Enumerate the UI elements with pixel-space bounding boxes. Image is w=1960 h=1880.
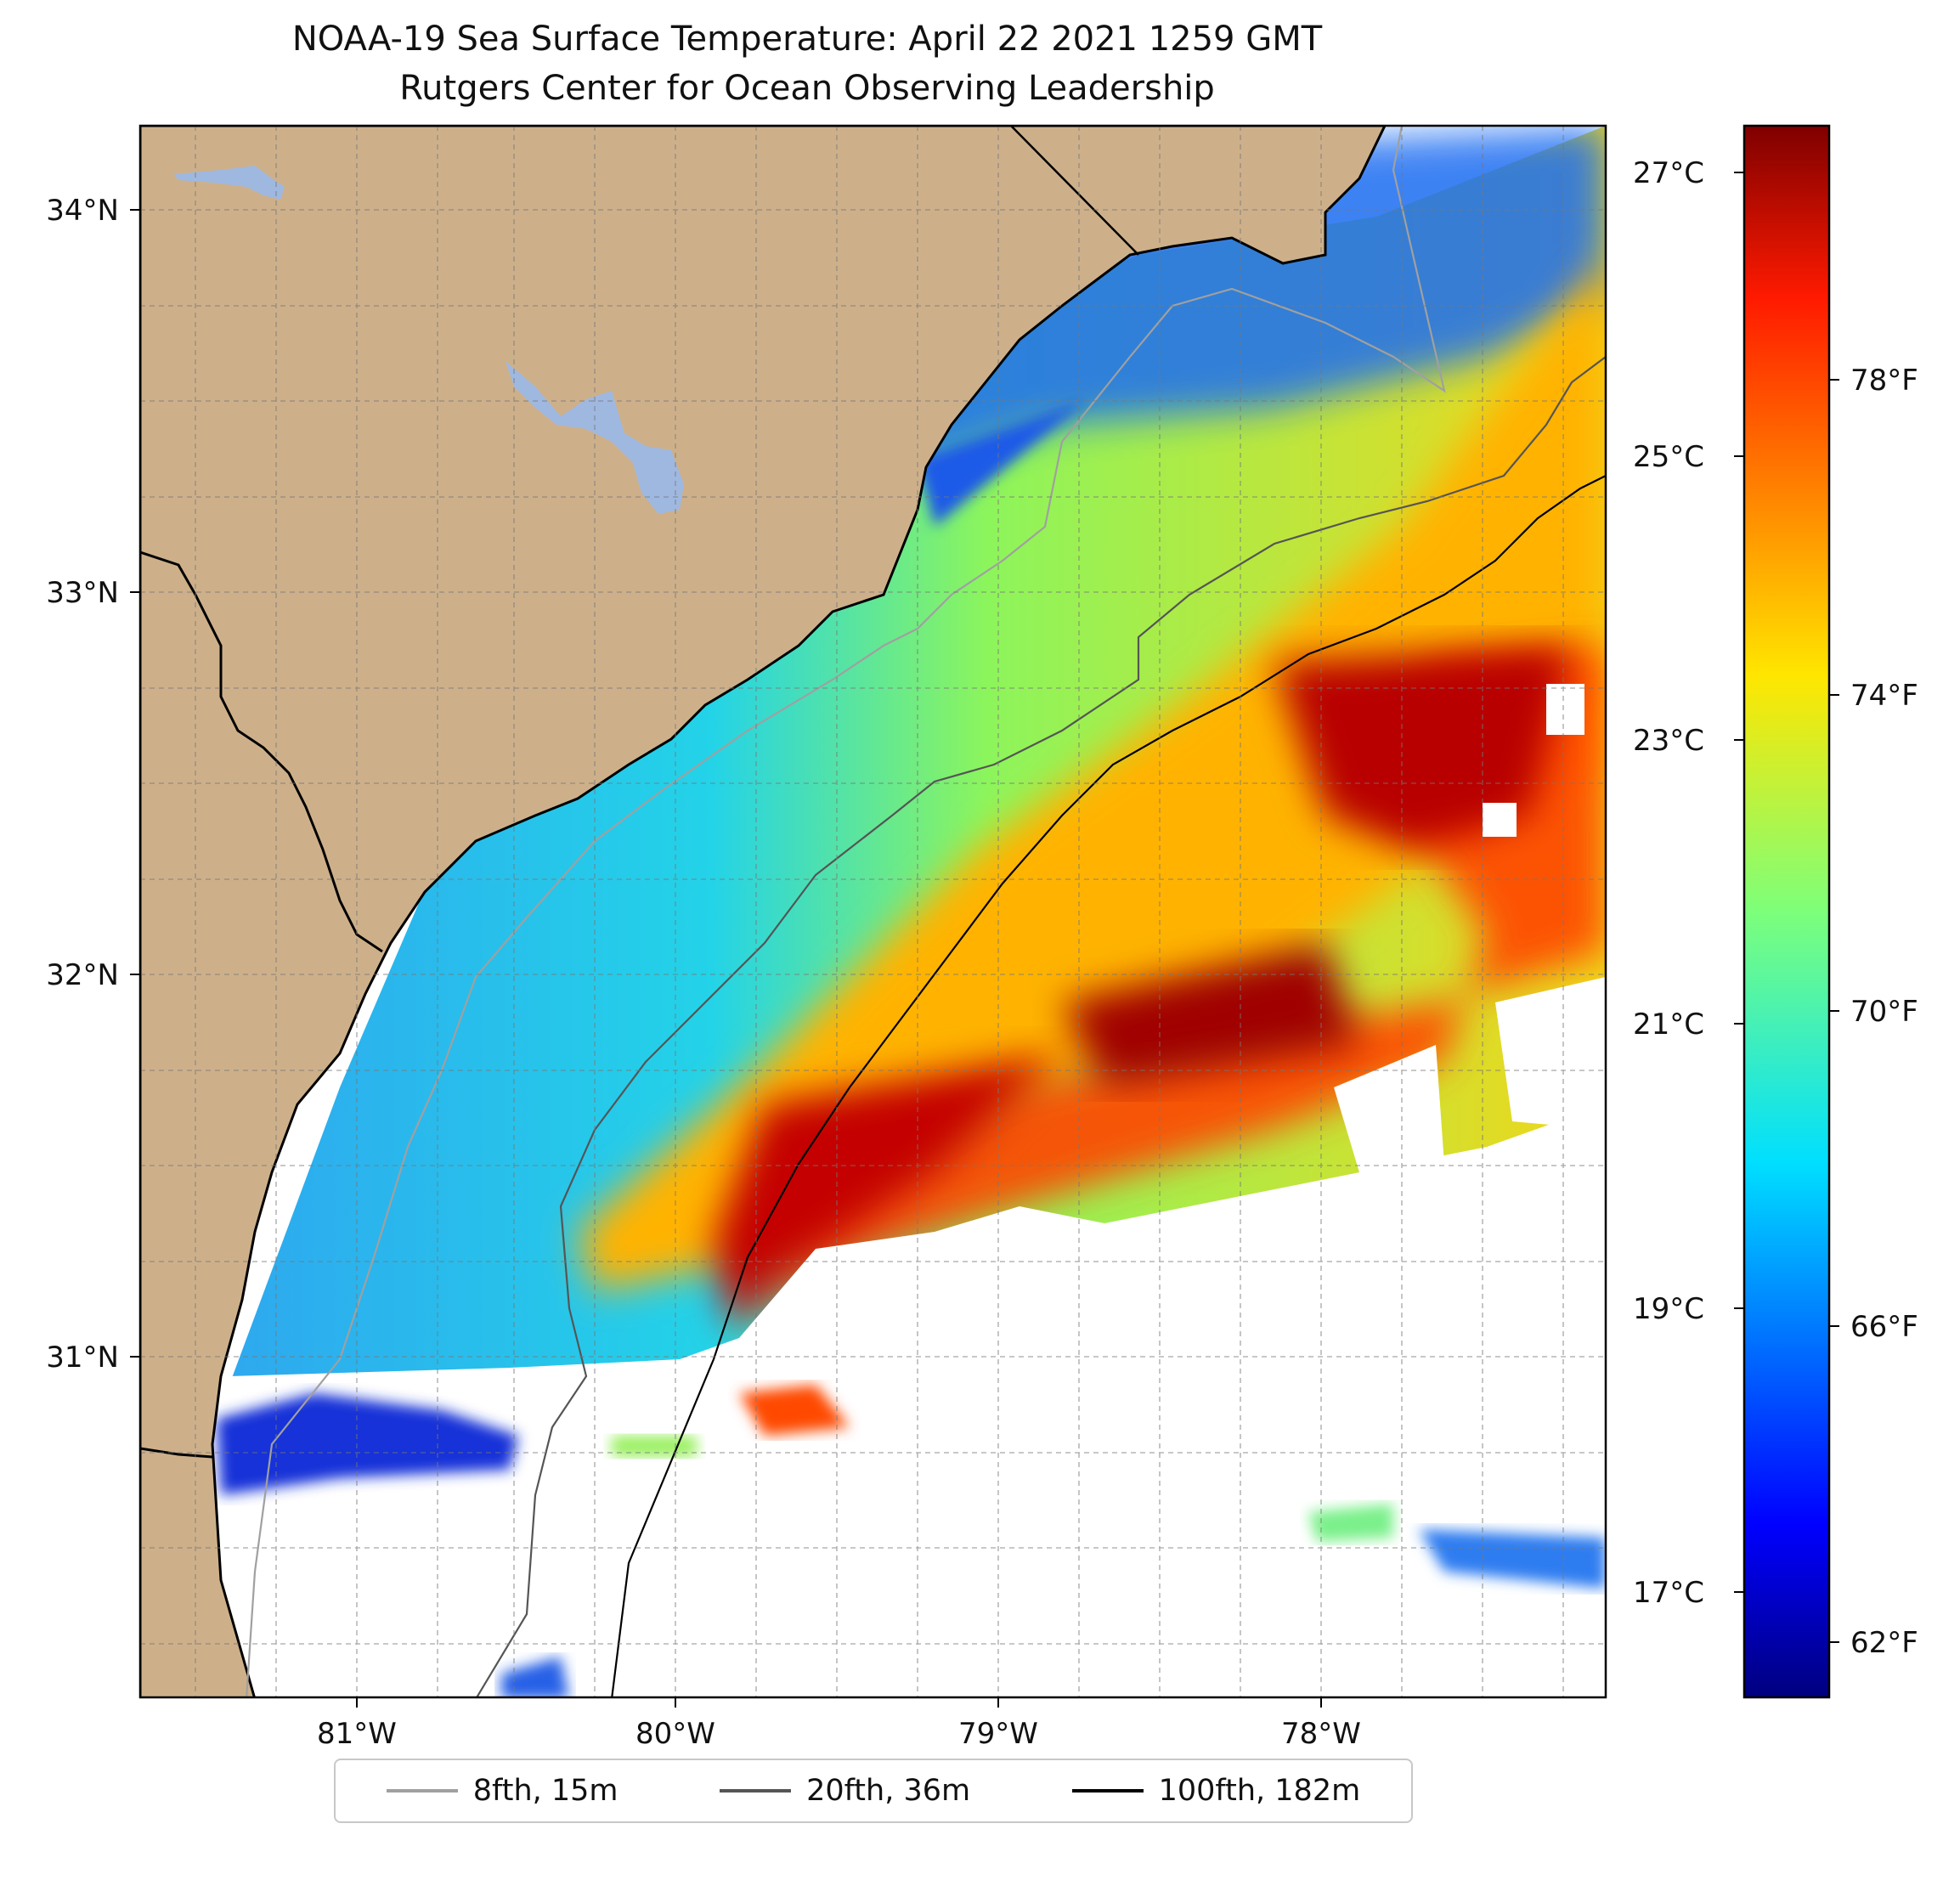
celsius-label-25: 25°C bbox=[1633, 440, 1704, 474]
land-mass bbox=[140, 126, 1387, 1697]
fahrenheit-label-70: 70°F bbox=[1850, 995, 1918, 1029]
lake-2 bbox=[506, 361, 684, 514]
map-subtitle: Rutgers Center for Ocean Observing Leade… bbox=[399, 69, 1215, 108]
legend-item-8fth: 8fth, 15m bbox=[386, 1774, 619, 1808]
legend-label-8fth: 8fth, 15m bbox=[472, 1774, 619, 1808]
state-border-nc bbox=[1010, 126, 1139, 256]
lon-label-81: 81°W bbox=[317, 1717, 397, 1751]
fahrenheit-label-66: 66°F bbox=[1850, 1310, 1918, 1344]
legend-swatch-20fth bbox=[720, 1789, 792, 1792]
legend-label-100fth: 100fth, 182m bbox=[1158, 1774, 1361, 1808]
fahrenheit-label-78: 78°F bbox=[1850, 364, 1918, 398]
legend-swatch-100fth bbox=[1071, 1789, 1144, 1792]
axis-ticks bbox=[130, 209, 1322, 1708]
lat-label-33: 33°N bbox=[46, 576, 119, 610]
isobath-100fth bbox=[611, 475, 1606, 1697]
fahrenheit-label-62: 62°F bbox=[1850, 1626, 1918, 1660]
celsius-label-27: 27°C bbox=[1633, 156, 1704, 190]
map-title: NOAA-19 Sea Surface Temperature: April 2… bbox=[291, 20, 1323, 59]
isobath-20fth bbox=[475, 356, 1606, 1697]
colorbar-ticks bbox=[1734, 172, 1839, 1643]
state-border-fl bbox=[140, 1447, 213, 1459]
lat-label-32: 32°N bbox=[46, 958, 119, 992]
map-grid bbox=[140, 126, 1606, 1697]
map-frame bbox=[138, 124, 1607, 1699]
legend-swatch-8fth bbox=[386, 1789, 458, 1792]
lake-1 bbox=[174, 166, 285, 200]
lat-label-34: 34°N bbox=[46, 194, 119, 228]
celsius-label-21: 21°C bbox=[1633, 1008, 1704, 1042]
colorbar bbox=[1743, 124, 1831, 1699]
isobath-8fth bbox=[246, 126, 1446, 1697]
celsius-label-23: 23°C bbox=[1633, 724, 1704, 758]
celsius-label-17: 17°C bbox=[1633, 1576, 1704, 1610]
lon-label-78: 78°W bbox=[1281, 1717, 1361, 1751]
celsius-label-19: 19°C bbox=[1633, 1292, 1704, 1326]
isobath-legend: 8fth, 15m 20fth, 36m 100fth, 182m bbox=[334, 1759, 1413, 1823]
lon-label-79: 79°W bbox=[958, 1717, 1038, 1751]
legend-item-100fth: 100fth, 182m bbox=[1071, 1774, 1361, 1808]
fahrenheit-label-74: 74°F bbox=[1850, 679, 1918, 713]
legend-item-20fth: 20fth, 36m bbox=[720, 1774, 970, 1808]
map-area bbox=[140, 126, 1606, 1697]
lat-label-31: 31°N bbox=[46, 1341, 119, 1375]
legend-label-20fth: 20fth, 36m bbox=[806, 1774, 971, 1808]
lon-label-80: 80°W bbox=[635, 1717, 715, 1751]
